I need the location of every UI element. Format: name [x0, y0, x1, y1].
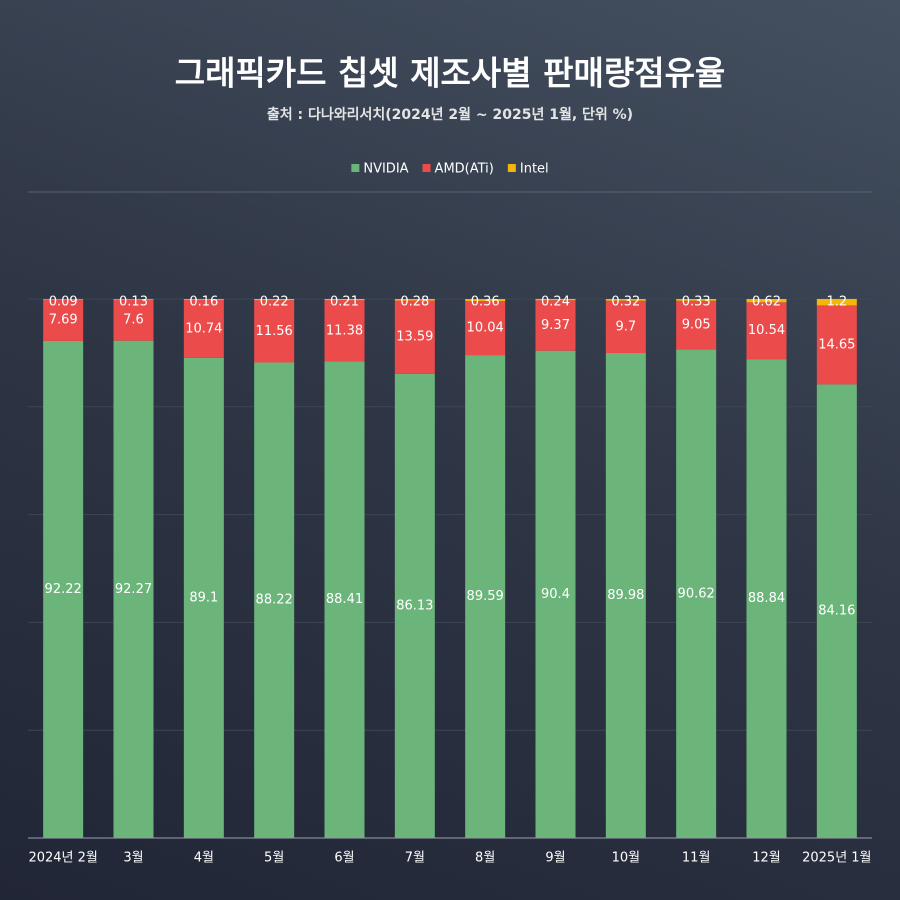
bar-segment — [394, 373, 435, 838]
bar-segment — [746, 299, 787, 303]
bar-segment — [254, 362, 295, 838]
bar-segment — [535, 350, 576, 838]
data-label: 88.41 — [326, 592, 363, 607]
bar-segment — [816, 305, 857, 385]
bar-segment — [183, 299, 224, 300]
bar-segment — [535, 300, 576, 351]
x-tick-label: 3월 — [123, 851, 143, 866]
x-tick-label: 2024년 2월 — [28, 851, 97, 866]
data-label: 0.09 — [49, 295, 78, 310]
bar-segment — [113, 299, 154, 300]
bar-segment — [816, 298, 857, 306]
data-label: 14.65 — [818, 337, 855, 352]
bar-segment — [465, 355, 506, 838]
data-label: 86.13 — [396, 598, 433, 613]
data-label: 9.37 — [541, 318, 570, 333]
x-tick-label: 11월 — [682, 851, 711, 866]
bar-segment — [394, 299, 435, 301]
data-label: 0.24 — [541, 294, 570, 309]
x-tick-label: 7월 — [405, 851, 425, 866]
bar-segment — [676, 300, 717, 350]
bar-segment — [605, 353, 646, 838]
data-label: 0.33 — [682, 295, 711, 310]
data-label: 7.69 — [49, 313, 78, 328]
chart-title: 그래픽카드 칩셋 제조사별 판매량점유율 — [175, 54, 726, 93]
legend-swatch — [422, 164, 431, 172]
bar-segment — [183, 299, 224, 358]
legend: NVIDIA AMD(ATi) Intel — [351, 162, 549, 177]
data-label: 7.6 — [123, 313, 144, 328]
data-label: 13.59 — [396, 330, 433, 345]
data-label: 10.54 — [748, 323, 785, 338]
data-label: 0.32 — [611, 295, 640, 310]
data-label: 90.62 — [678, 586, 715, 601]
legend-swatch — [351, 164, 360, 172]
data-label: 89.98 — [607, 588, 644, 603]
legend-label: NVIDIA — [363, 162, 408, 177]
data-label: 0.16 — [189, 295, 218, 310]
data-label: 92.22 — [45, 582, 82, 597]
x-tick-label: 6월 — [334, 851, 354, 866]
bar-segment — [605, 299, 646, 301]
legend-label: AMD(ATi) — [435, 162, 494, 177]
bar-segment — [676, 299, 717, 301]
x-tick-label: 12월 — [752, 851, 781, 866]
data-label: 11.56 — [256, 324, 293, 339]
bar-segment — [465, 299, 506, 301]
data-label: 0.36 — [471, 295, 500, 310]
data-label: 10.04 — [467, 321, 504, 336]
data-label: 10.74 — [185, 321, 222, 336]
data-label: 84.16 — [818, 604, 855, 619]
bar-segment — [746, 302, 787, 360]
x-tick-label: 8월 — [475, 851, 495, 866]
bar-segment — [324, 300, 365, 362]
bar-segment — [816, 384, 857, 838]
x-tick-label: 9월 — [545, 851, 565, 866]
data-label: 0.22 — [260, 295, 289, 310]
bar-segment — [324, 299, 365, 301]
bar-segment — [535, 298, 576, 301]
bar-segment — [465, 300, 506, 356]
bar-segment — [605, 300, 646, 354]
data-label: 0.28 — [400, 295, 429, 310]
bar-segment — [254, 299, 295, 301]
bar-segment — [394, 300, 435, 374]
chart-subtitle: 출처 : 다나와리서치(2024년 2월 ~ 2025년 1월, 단위 %) — [267, 106, 633, 123]
data-label: 9.05 — [682, 318, 711, 333]
data-label: 89.59 — [467, 589, 504, 604]
x-tick-label: 10월 — [612, 851, 641, 866]
bar-segment — [746, 359, 787, 838]
legend-label: Intel — [520, 162, 549, 177]
x-tick-label: 4월 — [194, 851, 214, 866]
data-label: 90.4 — [541, 587, 570, 602]
data-label: 1.2 — [826, 294, 847, 309]
bar-segment — [113, 340, 154, 838]
bar-segment — [43, 299, 84, 341]
data-label: 89.1 — [189, 590, 218, 605]
bar-segment — [254, 300, 295, 363]
data-label: 11.38 — [326, 323, 363, 338]
data-label: 0.13 — [119, 295, 148, 310]
bar-segment — [113, 299, 154, 341]
bar-segment — [183, 357, 224, 838]
data-label: 9.7 — [615, 319, 636, 334]
bar-segment — [324, 361, 365, 838]
data-label: 88.84 — [748, 591, 785, 606]
data-label: 0.62 — [752, 295, 781, 310]
x-tick-label: 2025년 1월 — [802, 851, 871, 866]
legend-swatch — [507, 164, 516, 172]
x-tick-label: 5월 — [264, 851, 284, 866]
data-label: 88.22 — [256, 593, 293, 608]
data-label: 92.27 — [115, 582, 152, 597]
bar-segment — [676, 349, 717, 838]
data-label: 0.21 — [330, 295, 359, 310]
bar-segment — [43, 340, 84, 838]
